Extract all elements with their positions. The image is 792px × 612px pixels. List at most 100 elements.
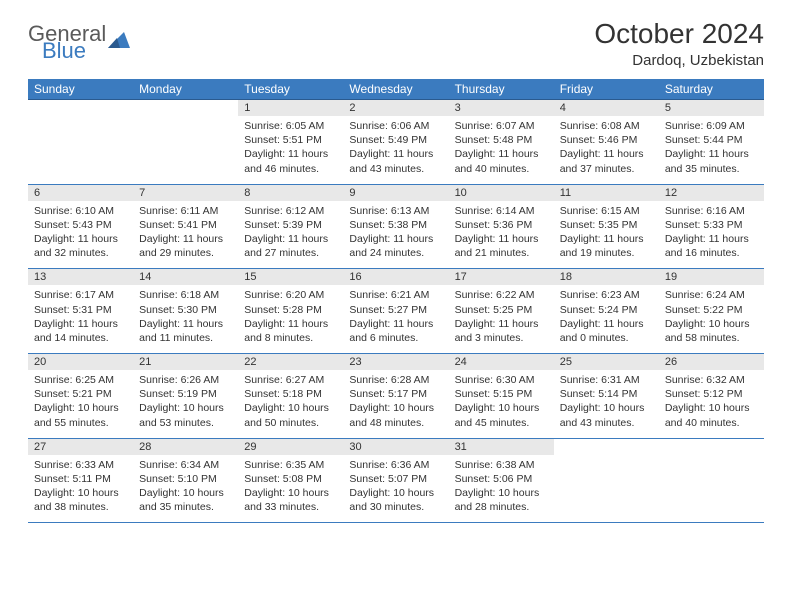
- logo: General Blue: [28, 18, 130, 62]
- day-header-row: SundayMondayTuesdayWednesdayThursdayFrid…: [28, 79, 764, 100]
- daylight-text: Daylight: 11 hours and 16 minutes.: [665, 232, 758, 260]
- sunrise-text: Sunrise: 6:18 AM: [139, 288, 232, 302]
- sunset-text: Sunset: 5:38 PM: [349, 218, 442, 232]
- day-number-cell: 24: [449, 354, 554, 371]
- day-number-cell: 12: [659, 184, 764, 201]
- daylight-text: Daylight: 10 hours and 35 minutes.: [139, 486, 232, 514]
- day-number-cell: 14: [133, 269, 238, 286]
- day-number-cell: 15: [238, 269, 343, 286]
- daylight-text: Daylight: 10 hours and 53 minutes.: [139, 401, 232, 429]
- day-body-cell: Sunrise: 6:09 AMSunset: 5:44 PMDaylight:…: [659, 116, 764, 184]
- sunrise-text: Sunrise: 6:26 AM: [139, 373, 232, 387]
- calendar-body: 12345 Sunrise: 6:05 AMSunset: 5:51 PMDay…: [28, 100, 764, 523]
- daylight-text: Daylight: 11 hours and 37 minutes.: [560, 147, 653, 175]
- sunset-text: Sunset: 5:10 PM: [139, 472, 232, 486]
- sunrise-text: Sunrise: 6:12 AM: [244, 204, 337, 218]
- day-body-cell: Sunrise: 6:16 AMSunset: 5:33 PMDaylight:…: [659, 201, 764, 269]
- sunrise-text: Sunrise: 6:05 AM: [244, 119, 337, 133]
- daylight-text: Daylight: 11 hours and 19 minutes.: [560, 232, 653, 260]
- day-body-cell: Sunrise: 6:38 AMSunset: 5:06 PMDaylight:…: [449, 455, 554, 523]
- day-header: Saturday: [659, 79, 764, 100]
- sunrise-text: Sunrise: 6:11 AM: [139, 204, 232, 218]
- daylight-text: Daylight: 11 hours and 0 minutes.: [560, 317, 653, 345]
- day-number-cell: 28: [133, 438, 238, 455]
- daylight-text: Daylight: 10 hours and 50 minutes.: [244, 401, 337, 429]
- sunset-text: Sunset: 5:31 PM: [34, 303, 127, 317]
- sunset-text: Sunset: 5:35 PM: [560, 218, 653, 232]
- day-number-cell: 13: [28, 269, 133, 286]
- sunset-text: Sunset: 5:11 PM: [34, 472, 127, 486]
- day-number-cell: [659, 438, 764, 455]
- day-number-cell: [554, 438, 659, 455]
- sunset-text: Sunset: 5:15 PM: [455, 387, 548, 401]
- sunset-text: Sunset: 5:14 PM: [560, 387, 653, 401]
- day-header: Sunday: [28, 79, 133, 100]
- sunset-text: Sunset: 5:07 PM: [349, 472, 442, 486]
- sunset-text: Sunset: 5:51 PM: [244, 133, 337, 147]
- day-body-row: Sunrise: 6:33 AMSunset: 5:11 PMDaylight:…: [28, 455, 764, 523]
- day-number-cell: [28, 100, 133, 117]
- day-body-cell: Sunrise: 6:30 AMSunset: 5:15 PMDaylight:…: [449, 370, 554, 438]
- sunrise-text: Sunrise: 6:24 AM: [665, 288, 758, 302]
- day-number-cell: 30: [343, 438, 448, 455]
- sunrise-text: Sunrise: 6:14 AM: [455, 204, 548, 218]
- sunrise-text: Sunrise: 6:22 AM: [455, 288, 548, 302]
- day-body-cell: Sunrise: 6:20 AMSunset: 5:28 PMDaylight:…: [238, 285, 343, 353]
- sunrise-text: Sunrise: 6:31 AM: [560, 373, 653, 387]
- daylight-text: Daylight: 10 hours and 40 minutes.: [665, 401, 758, 429]
- sunset-text: Sunset: 5:12 PM: [665, 387, 758, 401]
- day-body-cell: Sunrise: 6:25 AMSunset: 5:21 PMDaylight:…: [28, 370, 133, 438]
- logo-triangle-icon: [108, 30, 130, 55]
- day-number-cell: 22: [238, 354, 343, 371]
- daylight-text: Daylight: 11 hours and 46 minutes.: [244, 147, 337, 175]
- sunset-text: Sunset: 5:25 PM: [455, 303, 548, 317]
- day-body-cell: Sunrise: 6:05 AMSunset: 5:51 PMDaylight:…: [238, 116, 343, 184]
- sunrise-text: Sunrise: 6:08 AM: [560, 119, 653, 133]
- daylight-text: Daylight: 10 hours and 33 minutes.: [244, 486, 337, 514]
- daylight-text: Daylight: 11 hours and 32 minutes.: [34, 232, 127, 260]
- daylight-text: Daylight: 10 hours and 28 minutes.: [455, 486, 548, 514]
- logo-word2: Blue: [42, 41, 106, 62]
- title-block: October 2024 Dardoq, Uzbekistan: [594, 18, 764, 69]
- day-header: Tuesday: [238, 79, 343, 100]
- sunrise-text: Sunrise: 6:25 AM: [34, 373, 127, 387]
- day-body-row: Sunrise: 6:05 AMSunset: 5:51 PMDaylight:…: [28, 116, 764, 184]
- sunrise-text: Sunrise: 6:07 AM: [455, 119, 548, 133]
- day-header: Monday: [133, 79, 238, 100]
- sunset-text: Sunset: 5:17 PM: [349, 387, 442, 401]
- day-number-row: 20212223242526: [28, 354, 764, 371]
- day-body-cell: [28, 116, 133, 184]
- sunrise-text: Sunrise: 6:30 AM: [455, 373, 548, 387]
- day-number-cell: 29: [238, 438, 343, 455]
- day-number-cell: 9: [343, 184, 448, 201]
- sunset-text: Sunset: 5:19 PM: [139, 387, 232, 401]
- day-body-cell: Sunrise: 6:33 AMSunset: 5:11 PMDaylight:…: [28, 455, 133, 523]
- day-number-cell: [133, 100, 238, 117]
- day-number-cell: 27: [28, 438, 133, 455]
- sunrise-text: Sunrise: 6:21 AM: [349, 288, 442, 302]
- day-body-cell: Sunrise: 6:18 AMSunset: 5:30 PMDaylight:…: [133, 285, 238, 353]
- sunset-text: Sunset: 5:24 PM: [560, 303, 653, 317]
- sunrise-text: Sunrise: 6:20 AM: [244, 288, 337, 302]
- day-body-row: Sunrise: 6:17 AMSunset: 5:31 PMDaylight:…: [28, 285, 764, 353]
- day-body-cell: Sunrise: 6:31 AMSunset: 5:14 PMDaylight:…: [554, 370, 659, 438]
- day-header: Friday: [554, 79, 659, 100]
- day-number-cell: 25: [554, 354, 659, 371]
- daylight-text: Daylight: 11 hours and 11 minutes.: [139, 317, 232, 345]
- day-header: Wednesday: [343, 79, 448, 100]
- sunset-text: Sunset: 5:39 PM: [244, 218, 337, 232]
- daylight-text: Daylight: 10 hours and 58 minutes.: [665, 317, 758, 345]
- day-body-cell: Sunrise: 6:35 AMSunset: 5:08 PMDaylight:…: [238, 455, 343, 523]
- daylight-text: Daylight: 10 hours and 45 minutes.: [455, 401, 548, 429]
- sunset-text: Sunset: 5:06 PM: [455, 472, 548, 486]
- location-subtitle: Dardoq, Uzbekistan: [594, 52, 764, 69]
- day-body-cell: Sunrise: 6:17 AMSunset: 5:31 PMDaylight:…: [28, 285, 133, 353]
- day-number-cell: 8: [238, 184, 343, 201]
- daylight-text: Daylight: 11 hours and 24 minutes.: [349, 232, 442, 260]
- sunset-text: Sunset: 5:28 PM: [244, 303, 337, 317]
- day-body-cell: Sunrise: 6:11 AMSunset: 5:41 PMDaylight:…: [133, 201, 238, 269]
- day-body-cell: Sunrise: 6:26 AMSunset: 5:19 PMDaylight:…: [133, 370, 238, 438]
- day-body-row: Sunrise: 6:10 AMSunset: 5:43 PMDaylight:…: [28, 201, 764, 269]
- sunset-text: Sunset: 5:46 PM: [560, 133, 653, 147]
- daylight-text: Daylight: 11 hours and 43 minutes.: [349, 147, 442, 175]
